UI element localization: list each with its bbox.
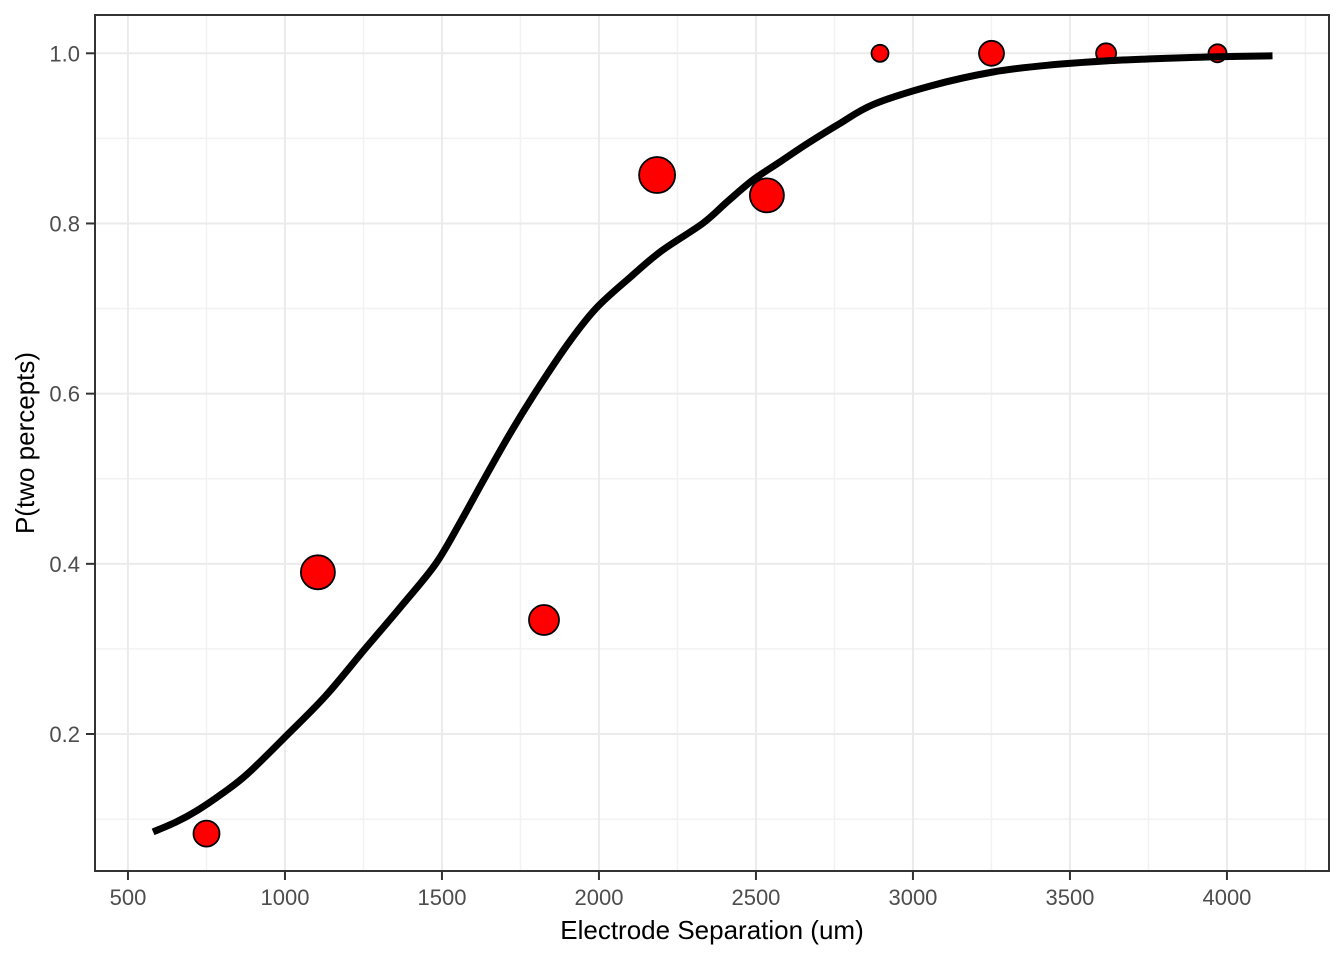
fit-curve xyxy=(151,52,1273,836)
y-tick-label: 0.2 xyxy=(49,722,80,747)
x-tick-label: 3500 xyxy=(1045,885,1094,910)
scatter-point xyxy=(528,604,560,636)
x-tick-label: 1500 xyxy=(417,885,466,910)
x-tick-label: 2500 xyxy=(731,885,780,910)
x-tick-label: 2000 xyxy=(574,885,623,910)
panel-border xyxy=(94,14,1330,872)
y-tick-label: 1.0 xyxy=(49,41,80,66)
x-tick-label: 3000 xyxy=(888,885,937,910)
gridlines-major xyxy=(95,15,1329,871)
scatter-point xyxy=(192,819,221,848)
y-tick-label: 0.8 xyxy=(49,211,80,236)
data-points xyxy=(192,39,1228,848)
y-tick-label: 0.4 xyxy=(49,552,80,577)
scatter-point xyxy=(749,177,785,214)
scatter-point xyxy=(638,156,676,194)
scatter-point xyxy=(978,39,1005,67)
sigmoid-fit-line xyxy=(151,52,1273,836)
x-tick-label: 4000 xyxy=(1202,885,1251,910)
x-tick-label: 500 xyxy=(110,885,147,910)
scatter-point xyxy=(870,43,890,63)
x-axis-title: Electrode Separation (um) xyxy=(560,915,863,945)
scatter-point xyxy=(299,554,336,591)
axis-tick-labels: 500 1000 1500 2000 2500 3000 3500 4000 0.2 0.4 0.6… xyxy=(49,41,1251,910)
gridlines-minor xyxy=(95,15,1329,871)
y-tick-label: 0.6 xyxy=(49,382,80,407)
y-axis-title: P(two percepts) xyxy=(10,352,40,534)
axis-ticks xyxy=(86,52,1228,880)
x-tick-label: 1000 xyxy=(260,885,309,910)
